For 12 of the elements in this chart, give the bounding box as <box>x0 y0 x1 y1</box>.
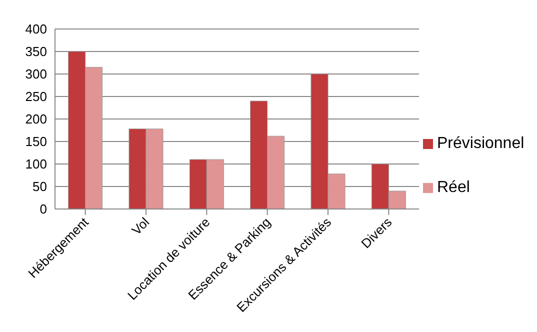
y-tick-label: 250 <box>25 89 47 104</box>
y-tick-label: 200 <box>25 112 47 127</box>
y-tick-label: 350 <box>25 44 47 60</box>
legend-label: Réel <box>437 179 470 196</box>
y-tick-label: 300 <box>25 66 47 82</box>
y-tick-label: 0 <box>40 202 47 217</box>
y-tick-label: 50 <box>32 179 47 194</box>
y-tick-label: 100 <box>25 156 47 172</box>
legend-label: Prévisionnel <box>437 135 524 152</box>
y-tick-label: 400 <box>25 22 47 37</box>
x-tick-label: Vol <box>128 214 152 238</box>
y-tick-label: 150 <box>25 134 47 150</box>
